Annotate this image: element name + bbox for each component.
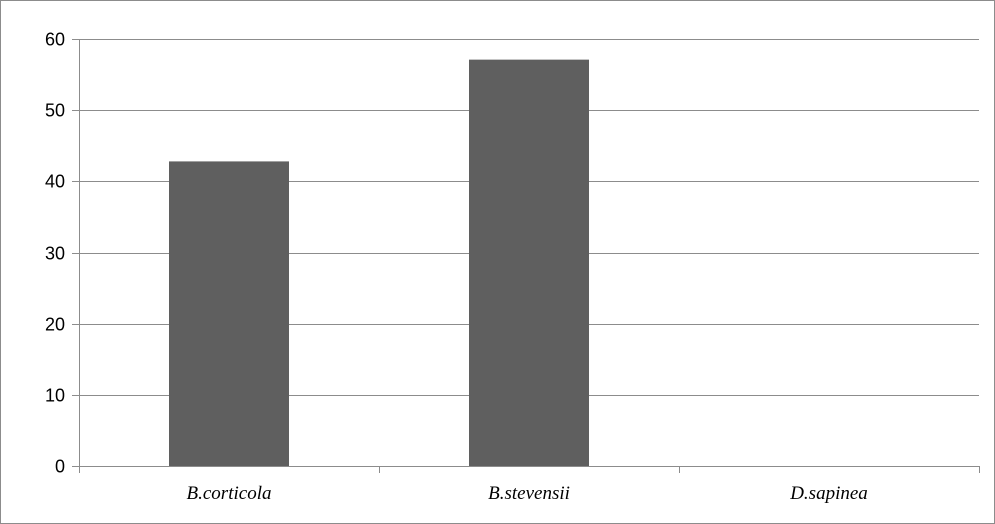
y-axis-tick-labels: 0 10 20 30 40 50 60 (45, 30, 65, 477)
x-tick-label-B.stevensii: B.stevensii (488, 483, 570, 504)
x-tick-label-B.corticola: B.corticola (187, 483, 272, 504)
x-axis-tick-labels: B.corticola B.stevensii D.sapinea (187, 483, 868, 504)
y-tick-label-20: 20 (45, 315, 65, 335)
x-tick-label-D.sapinea: D.sapinea (789, 483, 868, 504)
bars (169, 59, 589, 466)
y-tick-label-40: 40 (45, 172, 65, 192)
bar-B.corticola (169, 161, 289, 466)
y-tick-label-50: 50 (45, 101, 65, 121)
y-tick-label-0: 0 (55, 457, 65, 477)
y-tick-label-30: 30 (45, 244, 65, 264)
bar-B.stevensii (469, 59, 589, 466)
axes (72, 39, 980, 473)
y-tick-label-10: 10 (45, 386, 65, 406)
y-tick-label-60: 60 (45, 30, 65, 50)
